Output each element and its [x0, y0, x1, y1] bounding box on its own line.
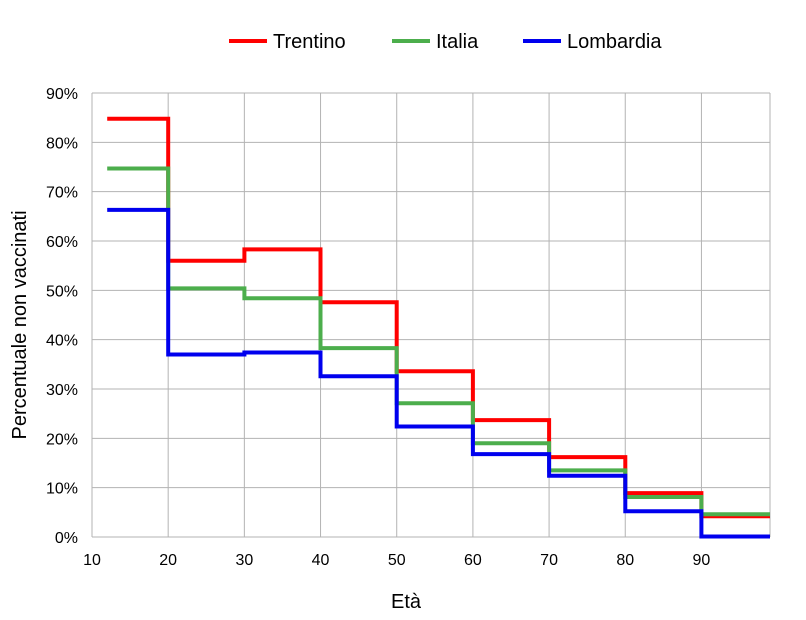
y-tick-label: 10%: [46, 481, 78, 498]
y-tick-label: 40%: [46, 333, 78, 350]
y-axis-ticks: 0% 10% 20% 30% 40% 50% 60% 70% 80% 90%: [46, 86, 78, 547]
legend-label-lombardia: Lombardia: [567, 31, 662, 53]
x-tick-label: 20: [159, 552, 177, 569]
x-tick-label: 60: [464, 552, 482, 569]
series-line-lombardia: [107, 207, 770, 539]
legend: Trentino Italia Lombardia: [229, 31, 662, 53]
x-tick-label: 30: [235, 552, 253, 569]
series-lines: [107, 116, 770, 539]
series-line-trentino: [107, 116, 770, 519]
y-tick-label: 50%: [46, 283, 78, 300]
legend-label-trentino: Trentino: [273, 31, 346, 53]
x-axis-ticks: 10 20 30 40 50 60 70 80 90: [83, 552, 710, 569]
x-tick-label: 80: [616, 552, 634, 569]
y-axis-title: Percentuale non vaccinati: [9, 210, 31, 439]
x-tick-label: 90: [693, 552, 711, 569]
y-tick-label: 90%: [46, 86, 78, 103]
x-tick-label: 10: [83, 552, 101, 569]
y-tick-label: 60%: [46, 234, 78, 251]
series-line-italia: [107, 166, 770, 517]
y-tick-label: 0%: [55, 530, 78, 547]
y-tick-label: 20%: [46, 431, 78, 448]
x-tick-label: 40: [312, 552, 330, 569]
y-tick-label: 70%: [46, 185, 78, 202]
y-tick-label: 80%: [46, 135, 78, 152]
x-tick-label: 70: [540, 552, 558, 569]
x-axis-title: Età: [391, 591, 422, 613]
x-tick-label: 50: [388, 552, 406, 569]
y-tick-label: 30%: [46, 382, 78, 399]
legend-label-italia: Italia: [436, 31, 479, 53]
